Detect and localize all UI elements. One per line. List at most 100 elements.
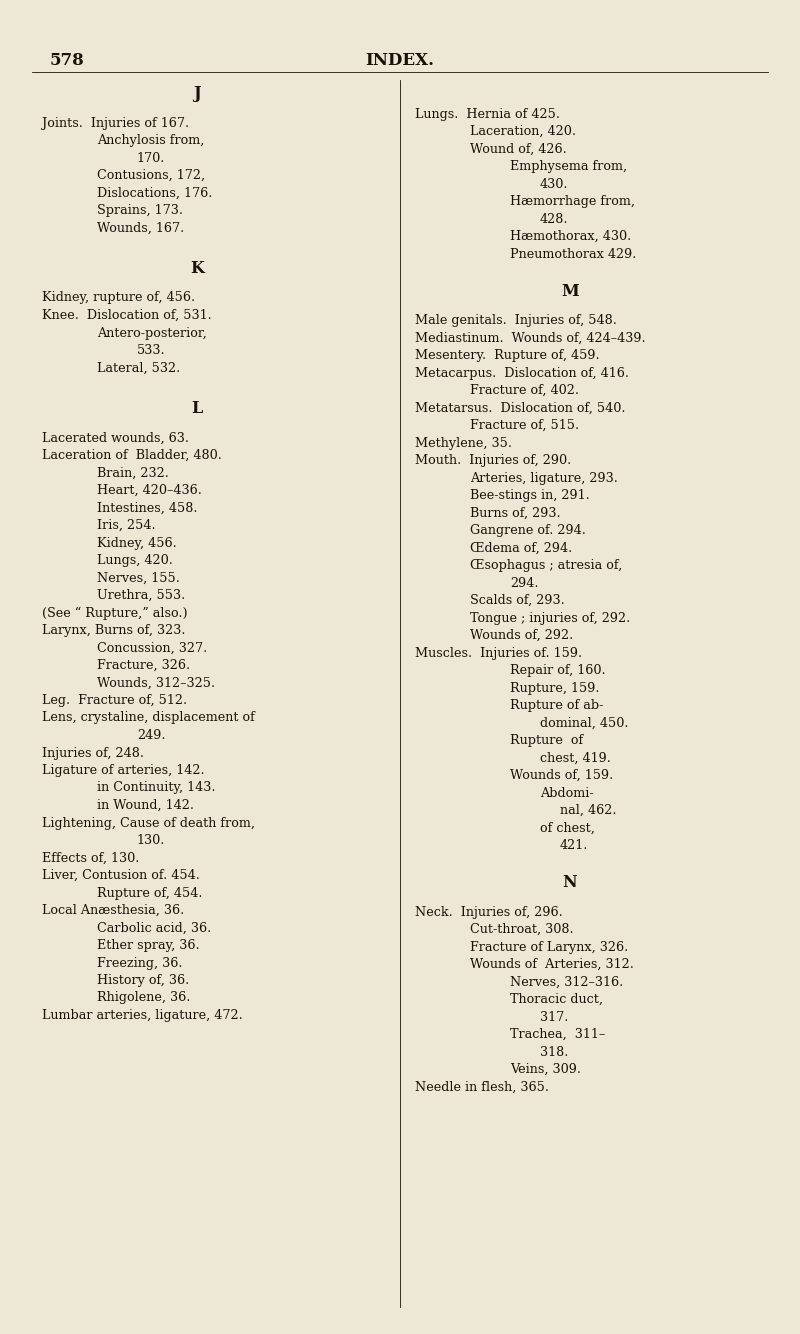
Text: (See “ Rupture,” also.): (See “ Rupture,” also.) [42, 607, 188, 620]
Text: Rupture  of: Rupture of [510, 734, 583, 747]
Text: Heart, 420–436.: Heart, 420–436. [97, 484, 202, 498]
Text: in Continuity, 143.: in Continuity, 143. [97, 782, 215, 795]
Text: Laceration, 420.: Laceration, 420. [470, 125, 576, 139]
Text: Abdomi-: Abdomi- [540, 787, 594, 800]
Text: Concussion, 327.: Concussion, 327. [97, 642, 207, 655]
Text: History of, 36.: History of, 36. [97, 974, 190, 987]
Text: Muscles.  Injuries of. 159.: Muscles. Injuries of. 159. [415, 647, 582, 660]
Text: Fracture of, 515.: Fracture of, 515. [470, 419, 579, 432]
Text: Kidney, rupture of, 456.: Kidney, rupture of, 456. [42, 292, 195, 304]
Text: Nerves, 312–316.: Nerves, 312–316. [510, 975, 623, 988]
Text: Lens, crystaline, displacement of: Lens, crystaline, displacement of [42, 711, 255, 724]
Text: Effects of, 130.: Effects of, 130. [42, 851, 139, 864]
Text: Gangrene of. 294.: Gangrene of. 294. [470, 524, 586, 538]
Text: Lateral, 532.: Lateral, 532. [97, 362, 180, 375]
Text: Burns of, 293.: Burns of, 293. [470, 507, 561, 520]
Text: Metacarpus.  Dislocation of, 416.: Metacarpus. Dislocation of, 416. [415, 367, 629, 380]
Text: Lumbar arteries, ligature, 472.: Lumbar arteries, ligature, 472. [42, 1009, 242, 1022]
Text: 430.: 430. [540, 177, 569, 191]
Text: Antero-posterior,: Antero-posterior, [97, 327, 206, 339]
Text: Brain, 232.: Brain, 232. [97, 467, 169, 479]
Text: chest, 419.: chest, 419. [540, 752, 611, 764]
Text: 170.: 170. [137, 152, 166, 164]
Text: Knee.  Dislocation of, 531.: Knee. Dislocation of, 531. [42, 309, 212, 321]
Text: Repair of, 160.: Repair of, 160. [510, 664, 606, 678]
Text: Ether spray, 36.: Ether spray, 36. [97, 939, 200, 952]
Text: Wounds, 312–325.: Wounds, 312–325. [97, 676, 215, 690]
Text: Œsophagus ; atresia of,: Œsophagus ; atresia of, [470, 559, 622, 572]
Text: Thoracic duct,: Thoracic duct, [510, 994, 603, 1006]
Text: 318.: 318. [540, 1046, 568, 1059]
Text: N: N [562, 874, 578, 891]
Text: Leg.  Fracture of, 512.: Leg. Fracture of, 512. [42, 694, 187, 707]
Text: Injuries of, 248.: Injuries of, 248. [42, 747, 144, 759]
Text: Scalds of, 293.: Scalds of, 293. [470, 594, 565, 607]
Text: Lacerated wounds, 63.: Lacerated wounds, 63. [42, 431, 189, 444]
Text: Rupture of ab-: Rupture of ab- [510, 699, 603, 712]
Text: Hæmothorax, 430.: Hæmothorax, 430. [510, 231, 631, 243]
Text: Fracture of, 402.: Fracture of, 402. [470, 384, 579, 398]
Text: Bee-stings in, 291.: Bee-stings in, 291. [470, 490, 590, 502]
Text: Trachea,  311–: Trachea, 311– [510, 1029, 606, 1042]
Text: Pneumothorax 429.: Pneumothorax 429. [510, 248, 636, 260]
Text: Local Anæsthesia, 36.: Local Anæsthesia, 36. [42, 904, 184, 916]
Text: Kidney, 456.: Kidney, 456. [97, 536, 177, 550]
Text: 317.: 317. [540, 1011, 568, 1023]
Text: in Wound, 142.: in Wound, 142. [97, 799, 194, 812]
Text: Mesentery.  Rupture of, 459.: Mesentery. Rupture of, 459. [415, 350, 600, 363]
Text: of chest,: of chest, [540, 822, 595, 835]
Text: Wounds of, 292.: Wounds of, 292. [470, 630, 574, 642]
Text: Joints.  Injuries of 167.: Joints. Injuries of 167. [42, 116, 189, 129]
Text: INDEX.: INDEX. [366, 52, 434, 69]
Text: Lightening, Cause of death from,: Lightening, Cause of death from, [42, 816, 255, 830]
Text: Œdema of, 294.: Œdema of, 294. [470, 542, 572, 555]
Text: M: M [561, 283, 579, 300]
Text: Urethra, 553.: Urethra, 553. [97, 590, 186, 602]
Text: Emphysema from,: Emphysema from, [510, 160, 627, 173]
Text: Wounds, 167.: Wounds, 167. [97, 221, 184, 235]
Text: Rupture of, 454.: Rupture of, 454. [97, 887, 202, 899]
Text: Neck.  Injuries of, 296.: Neck. Injuries of, 296. [415, 906, 562, 919]
Text: Wounds of  Arteries, 312.: Wounds of Arteries, 312. [470, 958, 634, 971]
Text: Larynx, Burns of, 323.: Larynx, Burns of, 323. [42, 624, 186, 638]
Text: Fracture, 326.: Fracture, 326. [97, 659, 190, 672]
Text: 130.: 130. [137, 834, 166, 847]
Text: Liver, Contusion of. 454.: Liver, Contusion of. 454. [42, 868, 200, 882]
Text: Iris, 254.: Iris, 254. [97, 519, 156, 532]
Text: dominal, 450.: dominal, 450. [540, 716, 629, 730]
Text: Lungs.  Hernia of 425.: Lungs. Hernia of 425. [415, 108, 560, 121]
Text: 578: 578 [50, 52, 85, 69]
Text: Ligature of arteries, 142.: Ligature of arteries, 142. [42, 764, 205, 776]
Text: Wound of, 426.: Wound of, 426. [470, 143, 566, 156]
Text: Carbolic acid, 36.: Carbolic acid, 36. [97, 922, 211, 935]
Text: Needle in flesh, 365.: Needle in flesh, 365. [415, 1081, 549, 1094]
Text: Intestines, 458.: Intestines, 458. [97, 502, 198, 515]
Text: Rupture, 159.: Rupture, 159. [510, 682, 599, 695]
Text: Tongue ; injuries of, 292.: Tongue ; injuries of, 292. [470, 612, 630, 624]
Text: Dislocations, 176.: Dislocations, 176. [97, 187, 212, 200]
Text: 533.: 533. [137, 344, 166, 358]
Text: Wounds of, 159.: Wounds of, 159. [510, 770, 614, 782]
Text: Mouth.  Injuries of, 290.: Mouth. Injuries of, 290. [415, 455, 571, 467]
Text: Male genitals.  Injuries of, 548.: Male genitals. Injuries of, 548. [415, 315, 617, 327]
Text: Freezing, 36.: Freezing, 36. [97, 956, 182, 970]
Text: nal, 462.: nal, 462. [560, 804, 617, 818]
Text: Nerves, 155.: Nerves, 155. [97, 571, 180, 584]
Text: 249.: 249. [137, 728, 166, 742]
Text: Sprains, 173.: Sprains, 173. [97, 204, 183, 217]
Text: Metatarsus.  Dislocation of, 540.: Metatarsus. Dislocation of, 540. [415, 402, 626, 415]
Text: Fracture of Larynx, 326.: Fracture of Larynx, 326. [470, 940, 628, 954]
Text: L: L [191, 400, 202, 418]
Text: Veins, 309.: Veins, 309. [510, 1063, 581, 1077]
Text: Hæmorrhage from,: Hæmorrhage from, [510, 195, 635, 208]
Text: K: K [190, 260, 204, 277]
Text: 421.: 421. [560, 839, 588, 852]
Text: Laceration of  Bladder, 480.: Laceration of Bladder, 480. [42, 450, 222, 462]
Text: Rhigolene, 36.: Rhigolene, 36. [97, 991, 190, 1005]
Text: 294.: 294. [510, 576, 538, 590]
Text: Contusions, 172,: Contusions, 172, [97, 169, 205, 181]
Text: Arteries, ligature, 293.: Arteries, ligature, 293. [470, 472, 618, 484]
Text: Mediastinum.  Wounds of, 424–439.: Mediastinum. Wounds of, 424–439. [415, 332, 646, 344]
Text: Lungs, 420.: Lungs, 420. [97, 554, 173, 567]
Text: Cut-throat, 308.: Cut-throat, 308. [470, 923, 574, 936]
